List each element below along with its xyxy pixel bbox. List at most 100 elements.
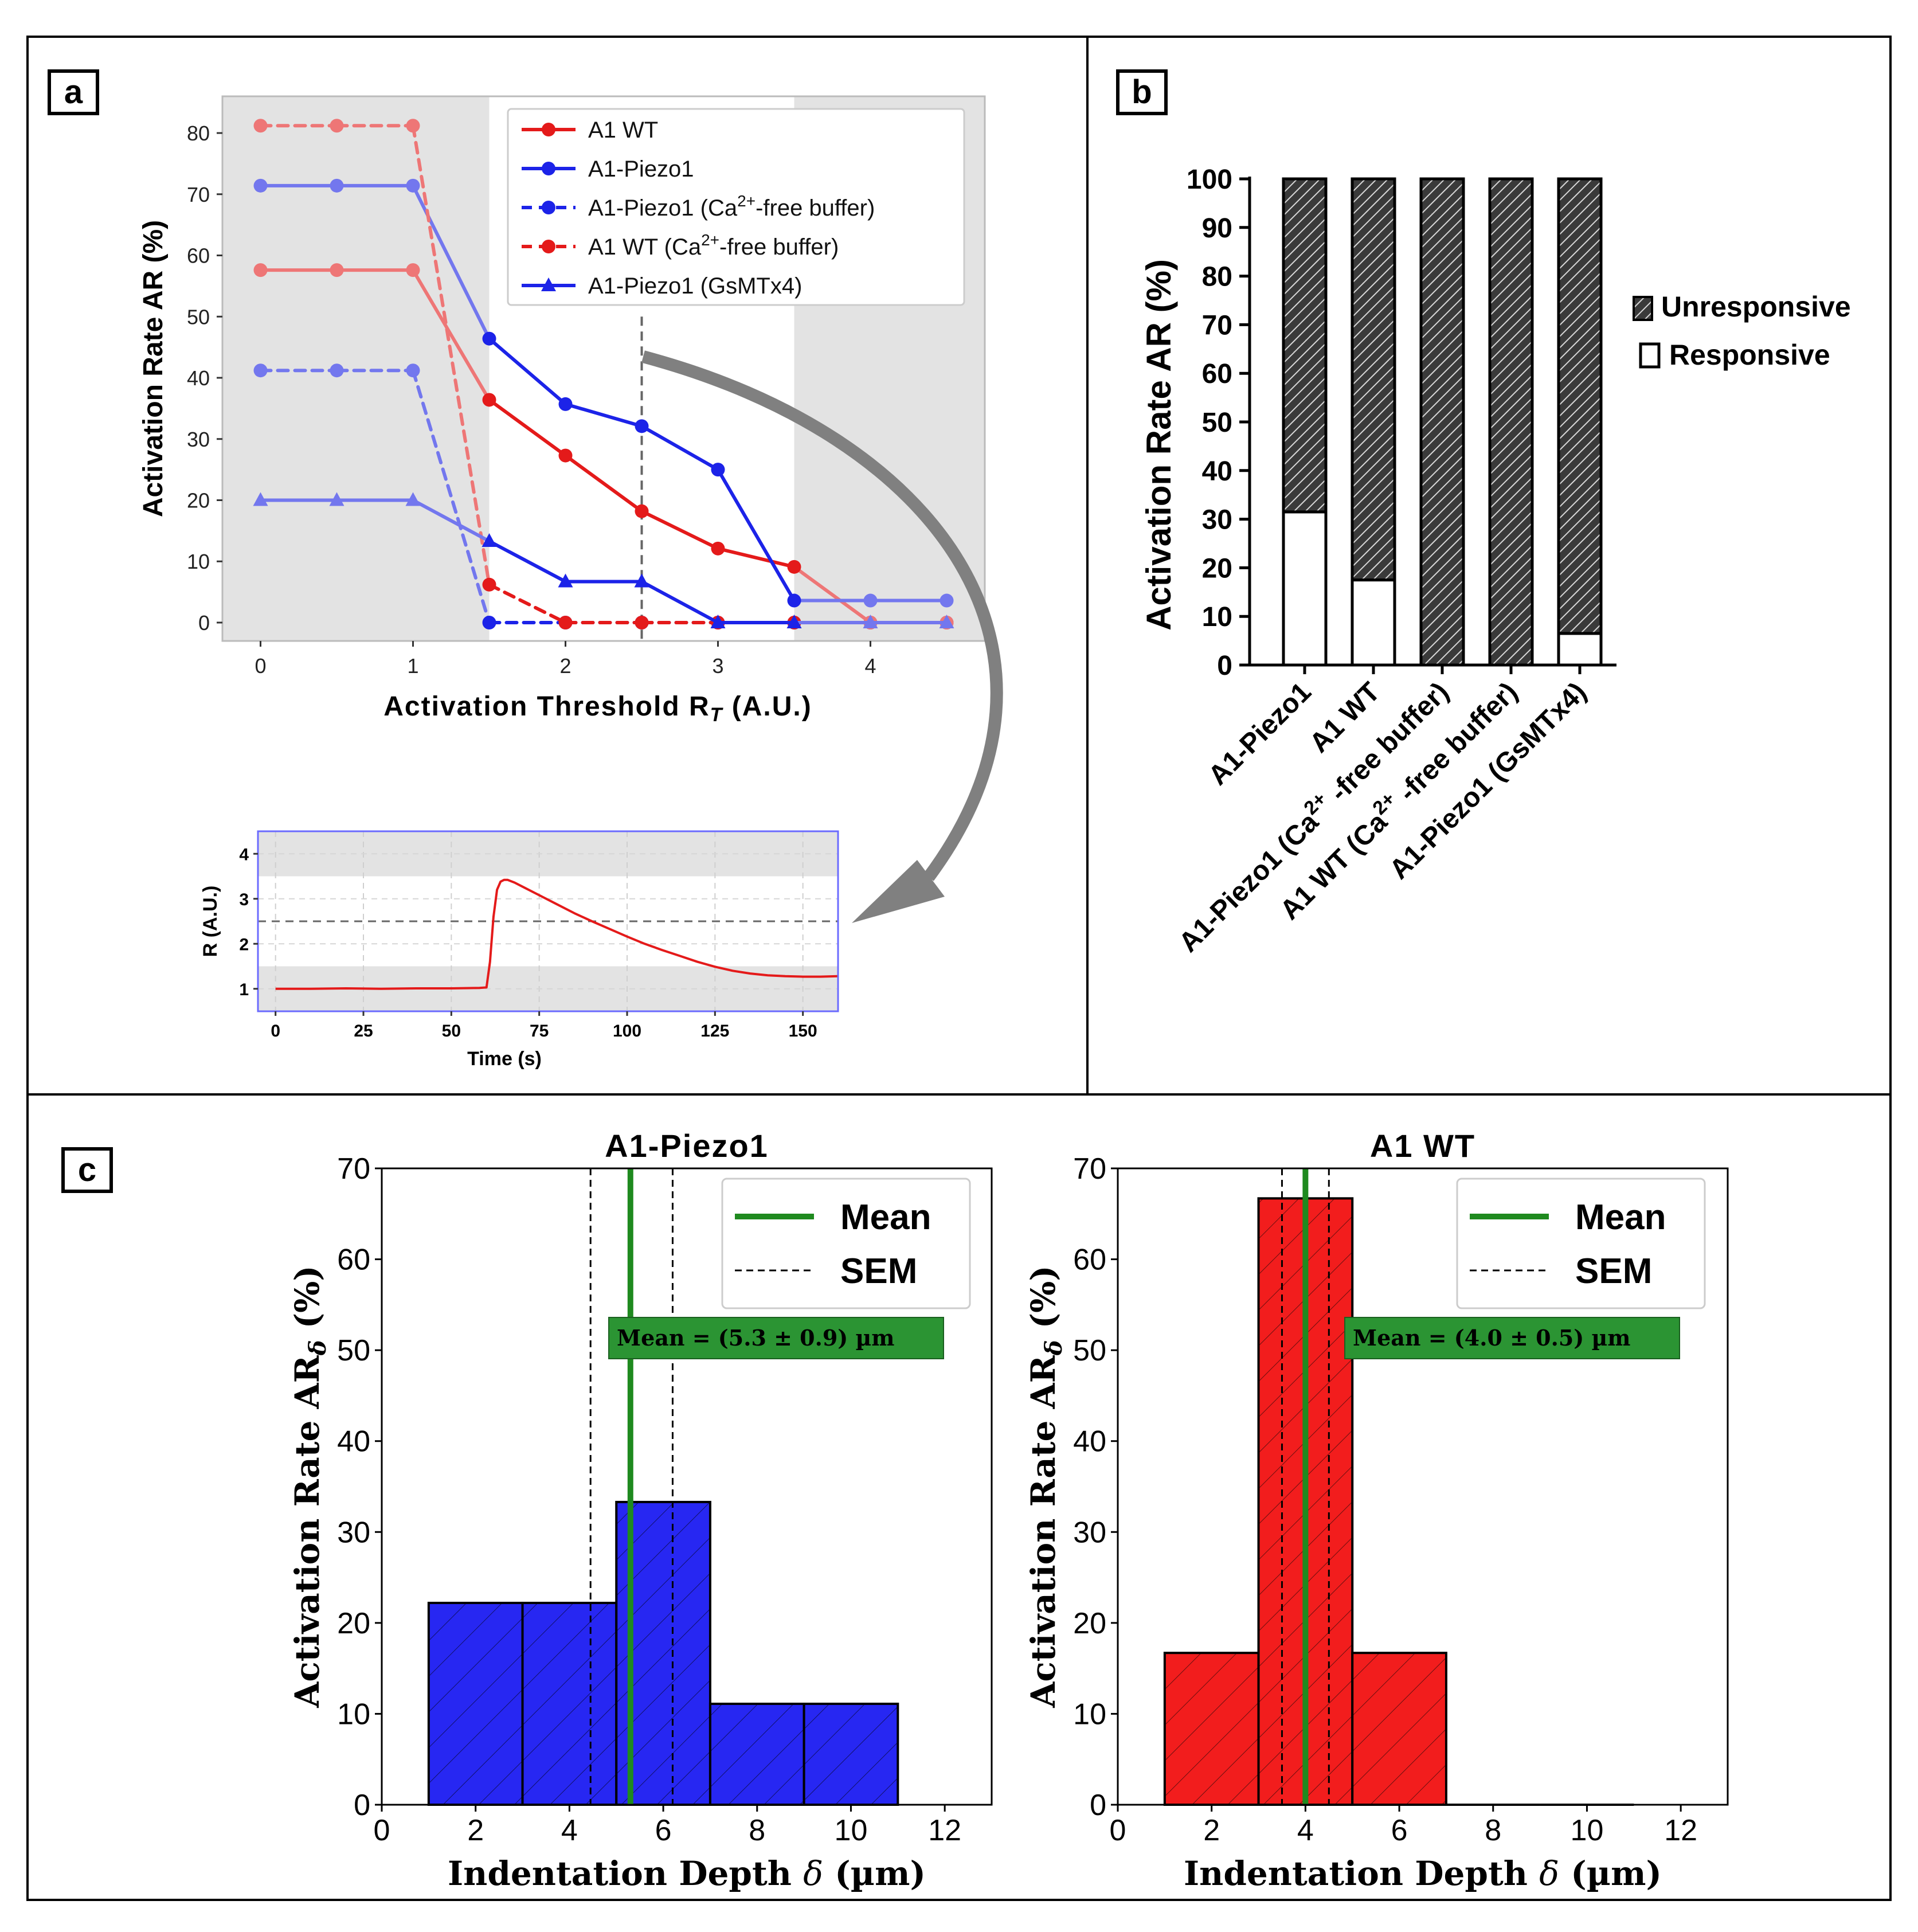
x-tick-label: 6: [1391, 1814, 1408, 1847]
legend-box: [721, 1178, 971, 1309]
legend-label-responsive: Responsive: [1669, 339, 1830, 371]
y-tick-label: 20: [1073, 1607, 1106, 1640]
mean-sem-lines: [589, 1168, 674, 1805]
y-tick-label: 90: [1202, 213, 1232, 244]
legend-label-tail: -free buffer): [719, 234, 839, 260]
inset-x-tick-label: 100: [613, 1022, 641, 1041]
mean-annotation-text: Mean = (5.3 ± 0.9) µm: [617, 1325, 895, 1351]
x-tick-label: 4: [1297, 1814, 1314, 1847]
y-tick-label: 60: [337, 1243, 370, 1277]
data-point: [482, 615, 496, 629]
y-tick-label: 10: [187, 550, 210, 573]
series-segment: [487, 582, 567, 624]
y-tick-label: 10: [337, 1698, 370, 1731]
data-point: [635, 419, 649, 433]
data-point: [711, 541, 725, 556]
data-point: [329, 492, 345, 506]
data-point: [558, 573, 573, 588]
series-segment: [563, 402, 644, 428]
chart-title: A1 WT: [1370, 1128, 1475, 1164]
data-point: [939, 614, 954, 628]
data-point: [330, 363, 344, 378]
y-tick-label: 50: [1073, 1334, 1106, 1367]
x-axis-label: Indentation Depth δ (µm): [1184, 1854, 1662, 1893]
data-point: [863, 614, 878, 628]
data-point: [405, 492, 421, 506]
inset-axes: 1 2 3 4 0 25 50 75 100 125 150: [239, 830, 839, 1041]
legend-label-sup: 2+: [737, 192, 756, 210]
mean-annotation: Mean = (4.0 ± 0.5) µm: [1344, 1317, 1680, 1359]
series-segment: [411, 268, 491, 402]
y-tick-label: 50: [187, 305, 210, 328]
inset-y-tick-label: 4: [239, 845, 249, 864]
x-tick-label: 6: [655, 1814, 672, 1847]
series-segment: [716, 468, 796, 603]
data-point: [558, 397, 573, 411]
data-point: [635, 615, 649, 629]
bar-group: [1282, 177, 1328, 667]
histogram-bar: [803, 1702, 899, 1806]
bar-group: [1351, 177, 1396, 667]
inset-x-tick-label: 75: [530, 1022, 549, 1041]
data-point: [635, 504, 649, 518]
y-tick-label: 70: [1202, 310, 1232, 341]
histogram-bar: [427, 1601, 524, 1806]
bar-responsive: [1282, 510, 1328, 667]
data-point: [253, 363, 268, 378]
bar-responsive: [1351, 578, 1396, 667]
mean-annotation-box: [1344, 1317, 1680, 1359]
inset-y-tick-label: 2: [239, 935, 249, 954]
data-point: [253, 178, 268, 193]
bar-unresponsive: [1419, 177, 1465, 667]
x-tick-label: 8: [1485, 1814, 1501, 1847]
histogram-bar: [521, 1601, 618, 1806]
bar-group: [1557, 177, 1603, 667]
y-tick-label: 70: [337, 1152, 370, 1186]
y-axis-label: Activation Rate AR (%): [1140, 259, 1178, 631]
data-point: [253, 492, 268, 506]
plot-frame: [381, 1167, 993, 1806]
inset-x-tick-label: 50: [442, 1022, 461, 1041]
panel-a-chart: 0 10 20 30 40 50 60 70 80 0 1 2 3 4 A1 WT A1-Piezo1 A1-…: [138, 95, 986, 726]
legend-marker: [542, 201, 555, 214]
y-tick-label: 40: [187, 366, 210, 390]
y-tick-label: 0: [1090, 1789, 1106, 1822]
y-tick-label: 60: [187, 244, 210, 268]
data-point: [482, 533, 497, 547]
x-tick-label: 2: [1203, 1814, 1220, 1847]
panel-a-inset-chart: 1 2 3 4 0 25 50 75 100 125 150 R (A.U.) Time (s): [199, 830, 839, 1070]
y-tick-label: 0: [1217, 651, 1232, 681]
y-axis-label: Activation Rate AR (%): [138, 220, 169, 517]
x-tick-label: 0: [374, 1814, 390, 1847]
y-axis-label: Activation Rate ARδ (%): [1024, 1265, 1067, 1708]
data-point: [558, 448, 573, 463]
legend: Mean SEM: [721, 1178, 971, 1309]
y-tick-label: 40: [337, 1425, 370, 1458]
axes: 0 10 20 30 40 50 60 70 0 2 4 6 8 10 12: [337, 1152, 993, 1847]
data-point: [711, 463, 725, 477]
y-tick-label: 30: [1073, 1516, 1106, 1549]
data-point: [253, 263, 268, 277]
series-segment: [487, 539, 567, 584]
data-point: [330, 263, 344, 277]
x-tick-label: 2: [467, 1814, 484, 1847]
axes: 0 10 20 30 40 50 60 70 0 2 4 6 8 10 12: [1073, 1152, 1729, 1847]
legend-label: A1-Piezo1: [588, 157, 694, 182]
legend-label-mean: Mean: [1575, 1198, 1666, 1237]
y-tick-label: 70: [187, 183, 210, 206]
x-tick-label: 3: [712, 654, 723, 678]
panel-label-c: c: [61, 1147, 113, 1193]
y-tick-label: 10: [1202, 602, 1232, 632]
x-tick-label: 10: [1571, 1814, 1604, 1847]
data-point: [940, 593, 954, 608]
y-tick-label: 20: [1202, 553, 1232, 584]
y-tick-label: 100: [1187, 165, 1232, 195]
inset-y-axis-label: R (A.U.): [199, 886, 221, 957]
data-point: [482, 331, 496, 346]
inset-x-tick-label: 150: [789, 1022, 817, 1041]
x-tick-label: 12: [1664, 1814, 1697, 1847]
legend-marker: [541, 277, 556, 291]
